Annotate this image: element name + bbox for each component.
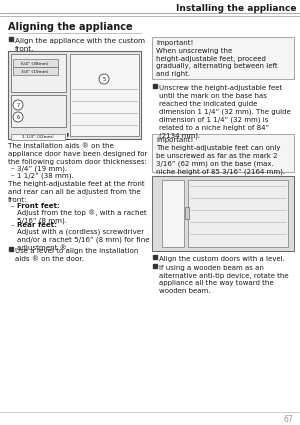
Bar [9,37,13,40]
Bar [11,95,66,127]
Circle shape [13,100,23,110]
Text: 1 1/4" (32mm): 1 1/4" (32mm) [22,135,54,139]
Text: –: – [11,222,15,228]
Bar [13,67,58,75]
Text: Unscrew the height-adjustable feet
until the mark on the base has
reached the in: Unscrew the height-adjustable feet until… [159,85,291,139]
Text: If using a wooden beam as an
alternative anti-tip device, rotate the
appliance a: If using a wooden beam as an alternative… [159,265,289,294]
Circle shape [13,112,23,122]
Text: Align the custom doors with a level.: Align the custom doors with a level. [159,256,285,262]
Text: Align the appliance with the custom
front.: Align the appliance with the custom fron… [15,38,145,52]
Bar [185,207,189,219]
Bar [11,134,65,140]
Text: 7: 7 [16,102,20,108]
Text: Aligning the appliance: Aligning the appliance [8,22,133,32]
Bar [13,59,58,67]
Text: !: ! [66,133,70,142]
Bar [8,51,141,139]
Text: 6/4" (38mm): 6/4" (38mm) [21,62,49,65]
Text: Rear feet:: Rear feet: [17,222,57,228]
Text: Front feet:: Front feet: [17,203,60,209]
Text: –: – [11,172,15,178]
Bar [162,180,184,247]
Text: Important!
The height-adjustable feet can only
be unscrewed as far as the mark 2: Important! The height-adjustable feet ca… [156,137,285,175]
Text: Adjust from the top ®, with a rachet
5/16” (8 mm).: Adjust from the top ®, with a rachet 5/1… [17,209,147,224]
Bar [11,54,66,92]
Bar [9,247,13,250]
Text: The height-adjustable feet at the front
and rear can all be adjusted from the
fr: The height-adjustable feet at the front … [8,181,145,202]
Text: Adjust with a (cordless) screwdriver
and/or a rachet 5/16” (8 mm) for fine
adjus: Adjust with a (cordless) screwdriver and… [17,228,150,252]
Text: Installing the appliance: Installing the appliance [176,3,296,12]
Text: Use a level to align the installation
aids ® on the door.: Use a level to align the installation ai… [15,248,138,262]
Text: 6: 6 [16,114,20,119]
Text: –: – [11,203,15,209]
Text: 3/4" (19mm): 3/4" (19mm) [21,70,49,74]
Text: The installation aids ® on the
appliance door have been designed for
the followi: The installation aids ® on the appliance… [8,143,148,164]
Text: Important!
When unscrewing the
height-adjustable feet, proceed
gradually, altern: Important! When unscrewing the height-ad… [156,40,278,77]
Text: 3/4” (19 mm).: 3/4” (19 mm). [17,165,67,172]
Bar [153,255,157,258]
Bar [152,134,294,172]
Text: –: – [11,165,15,171]
Bar [152,176,294,251]
Bar [188,180,288,247]
Bar [153,84,157,88]
Bar [153,264,157,267]
Text: 1 1/2” (38 mm).: 1 1/2” (38 mm). [17,172,74,178]
Bar [152,37,294,79]
Bar [70,54,139,136]
Text: 5: 5 [102,76,106,82]
Text: 67: 67 [283,416,293,425]
Circle shape [99,74,109,84]
